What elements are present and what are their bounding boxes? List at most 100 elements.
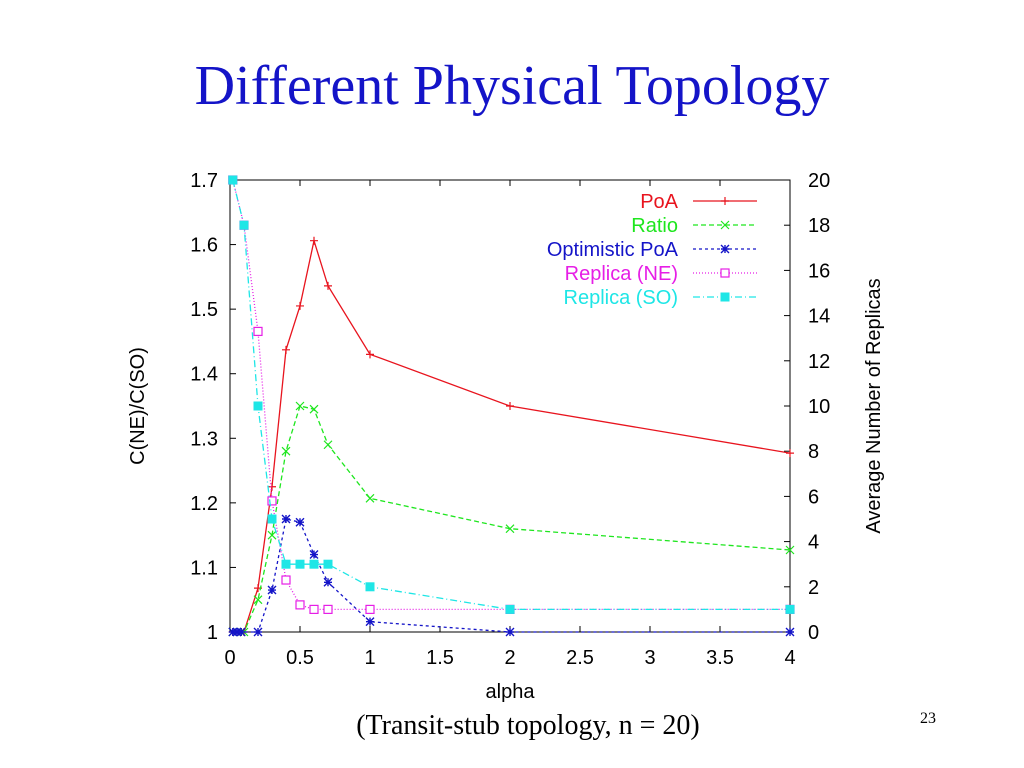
data-point (324, 281, 332, 290)
x-tick-label: 3.5 (706, 647, 734, 669)
data-point (253, 595, 263, 605)
data-point (365, 617, 375, 627)
data-point (267, 496, 277, 506)
data-point (295, 401, 305, 411)
data-point (267, 530, 277, 540)
x-tick-label: 1 (364, 647, 375, 669)
data-point (720, 292, 730, 302)
y-right-tick-label: 4 (808, 532, 819, 554)
legend-label: Replica (NE) (565, 263, 678, 285)
page-number: 23 (920, 710, 936, 727)
x-tick-label: 3 (644, 647, 655, 669)
series-group (228, 175, 795, 637)
x-tick-label: 0.5 (286, 647, 314, 669)
legend-label: Optimistic PoA (547, 239, 679, 261)
data-point (295, 517, 305, 527)
series-line (232, 405, 791, 633)
data-point (309, 550, 319, 560)
y-right-tick-label: 18 (808, 215, 830, 237)
y-axis-right-label: Average Number of Replicas (863, 278, 885, 533)
data-point (310, 236, 318, 245)
data-point (232, 627, 242, 637)
data-point (323, 440, 333, 450)
data-point (505, 627, 515, 637)
data-point (281, 559, 291, 569)
data-point (295, 559, 305, 569)
data-point (365, 604, 375, 615)
data-point (309, 559, 319, 569)
y-right-tick-label: 16 (808, 260, 830, 282)
y-left-tick-label: 1.1 (190, 557, 218, 579)
x-tick-label: 2 (504, 647, 515, 669)
legend-label: Replica (SO) (564, 287, 678, 309)
data-point (785, 627, 795, 637)
x-tick-label: 1.5 (426, 647, 454, 669)
data-point (236, 627, 246, 637)
data-point (228, 175, 238, 185)
data-point (281, 575, 291, 585)
data-point (721, 197, 729, 205)
data-point (228, 627, 238, 637)
y-left-tick-label: 1.2 (190, 493, 218, 515)
y-right-tick-label: 14 (808, 306, 830, 328)
data-point (720, 268, 730, 278)
data-point (253, 401, 263, 411)
series-line (232, 179, 790, 611)
data-point (785, 545, 795, 555)
data-point (365, 493, 375, 503)
slide-caption: (Transit-stub topology, n = 20) (356, 710, 700, 741)
y-left-tick-label: 1 (207, 622, 218, 644)
data-point (323, 577, 333, 587)
axes: 0 0.5 1 1.5 2 2.5 3 3.5 4 1 1.1 1.2 1.3 1.4 1.5 1.6 1.7 0… (190, 170, 830, 669)
legend-label: Ratio (631, 215, 678, 237)
data-point (785, 604, 795, 614)
data-point (309, 404, 319, 414)
y-axis-left-label: C(NE)/C(SO) (127, 347, 149, 465)
x-tick-label: 4 (784, 647, 795, 669)
series-line (232, 238, 791, 633)
data-point (720, 220, 730, 230)
data-point (296, 301, 304, 310)
y-left-tick-label: 1.4 (190, 364, 218, 386)
data-point (239, 220, 249, 230)
data-point (366, 350, 374, 359)
data-point (267, 585, 277, 595)
y-left-tick-label: 1.3 (190, 428, 218, 450)
x-axis-label: alpha (486, 681, 536, 703)
legend-label: PoA (640, 191, 678, 213)
data-point (506, 402, 514, 410)
y-right-tick-label: 6 (808, 486, 819, 508)
data-point (720, 244, 730, 254)
data-point (253, 627, 263, 637)
data-point (253, 326, 263, 337)
x-tick-label: 2.5 (566, 647, 594, 669)
series-ratio (228, 401, 795, 637)
data-point (786, 449, 794, 458)
y-left-tick-label: 1.6 (190, 235, 218, 257)
data-point (267, 514, 277, 524)
y-left-tick-label: 1.7 (190, 170, 218, 192)
y-left-tick-label: 1.5 (190, 299, 218, 321)
y-right-tick-label: 20 (808, 170, 830, 192)
data-point (365, 582, 375, 592)
y-right-tick-label: 0 (808, 622, 819, 644)
series-line (232, 179, 790, 611)
x-tick-label: 0 (224, 647, 235, 669)
slide-title: Different Physical Topology (194, 55, 830, 117)
data-point (309, 604, 319, 615)
data-point (505, 524, 515, 534)
data-point (282, 345, 290, 354)
data-point (268, 482, 276, 491)
data-point (323, 604, 333, 615)
y-right-tick-label: 2 (808, 577, 819, 599)
y-right-tick-label: 12 (808, 351, 830, 373)
series-line (232, 518, 790, 633)
y-right-tick-label: 10 (808, 396, 830, 418)
data-point (323, 559, 333, 569)
series-optimistic-poa (228, 514, 795, 637)
data-point (281, 446, 291, 456)
data-point (295, 600, 305, 610)
y-right-tick-label: 8 (808, 441, 819, 463)
